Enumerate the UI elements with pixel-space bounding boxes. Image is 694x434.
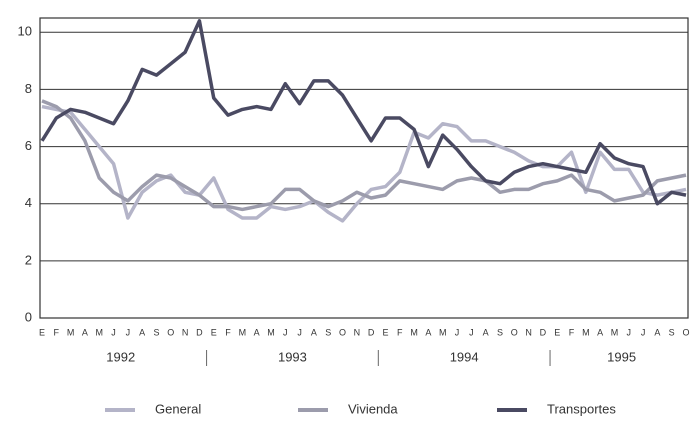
- x-tick-label: M: [95, 327, 103, 337]
- x-tick-label: A: [654, 327, 660, 337]
- y-tick-label: 2: [25, 252, 32, 267]
- x-tick-label: O: [339, 327, 346, 337]
- legend-label: General: [155, 401, 201, 416]
- legend-label: Transportes: [547, 401, 616, 416]
- x-tick-label: N: [354, 327, 361, 337]
- y-tick-label: 6: [25, 138, 32, 153]
- x-tick-label: J: [641, 327, 646, 337]
- year-label: 1995: [607, 349, 636, 364]
- x-tick-label: D: [196, 327, 203, 337]
- x-tick-label: S: [497, 327, 503, 337]
- x-tick-label: A: [483, 327, 489, 337]
- x-tick-label: M: [239, 327, 247, 337]
- x-tick-label: O: [511, 327, 518, 337]
- year-label: 1993: [278, 349, 307, 364]
- x-tick-label: O: [682, 327, 689, 337]
- x-tick-label: E: [554, 327, 560, 337]
- x-tick-label: A: [254, 327, 260, 337]
- x-tick-label: N: [182, 327, 189, 337]
- x-tick-label: M: [410, 327, 418, 337]
- year-label: 1992: [106, 349, 135, 364]
- x-tick-label: J: [297, 327, 302, 337]
- x-tick-label: D: [368, 327, 375, 337]
- legend-label: Vivienda: [348, 401, 398, 416]
- x-tick-label: M: [439, 327, 447, 337]
- x-tick-label: A: [425, 327, 431, 337]
- plot-frame: [39, 17, 689, 319]
- x-tick-label: J: [126, 327, 131, 337]
- x-tick-label: J: [111, 327, 116, 337]
- x-tick-label: A: [82, 327, 88, 337]
- x-tick-label: J: [469, 327, 474, 337]
- x-tick-label: J: [283, 327, 288, 337]
- x-tick-label: O: [167, 327, 174, 337]
- y-tick-label: 0: [25, 309, 32, 324]
- x-tick-label: J: [455, 327, 460, 337]
- x-tick-label: M: [267, 327, 275, 337]
- x-tick-label: E: [211, 327, 217, 337]
- x-tick-label: J: [627, 327, 632, 337]
- x-tick-label: M: [67, 327, 75, 337]
- x-tick-label: S: [153, 327, 159, 337]
- x-tick-label: A: [139, 327, 145, 337]
- series-line: [41, 99, 687, 212]
- x-tick-label: S: [325, 327, 331, 337]
- x-tick-label: F: [569, 327, 575, 337]
- x-tick-label: E: [382, 327, 388, 337]
- y-tick-label: 4: [25, 195, 32, 210]
- x-tick-label: D: [540, 327, 547, 337]
- x-tick-label: F: [54, 327, 60, 337]
- y-tick-label: 8: [25, 81, 32, 96]
- x-tick-label: F: [225, 327, 231, 337]
- x-tick-label: M: [611, 327, 619, 337]
- x-tick-label: E: [39, 327, 45, 337]
- x-tick-label: F: [397, 327, 403, 337]
- year-label: 1994: [450, 349, 479, 364]
- x-tick-label: A: [597, 327, 603, 337]
- x-tick-label: S: [669, 327, 675, 337]
- x-tick-label: M: [582, 327, 590, 337]
- x-tick-label: A: [311, 327, 317, 337]
- x-tick-label: N: [525, 327, 532, 337]
- series-line: [40, 19, 687, 206]
- y-tick-label: 10: [18, 24, 32, 39]
